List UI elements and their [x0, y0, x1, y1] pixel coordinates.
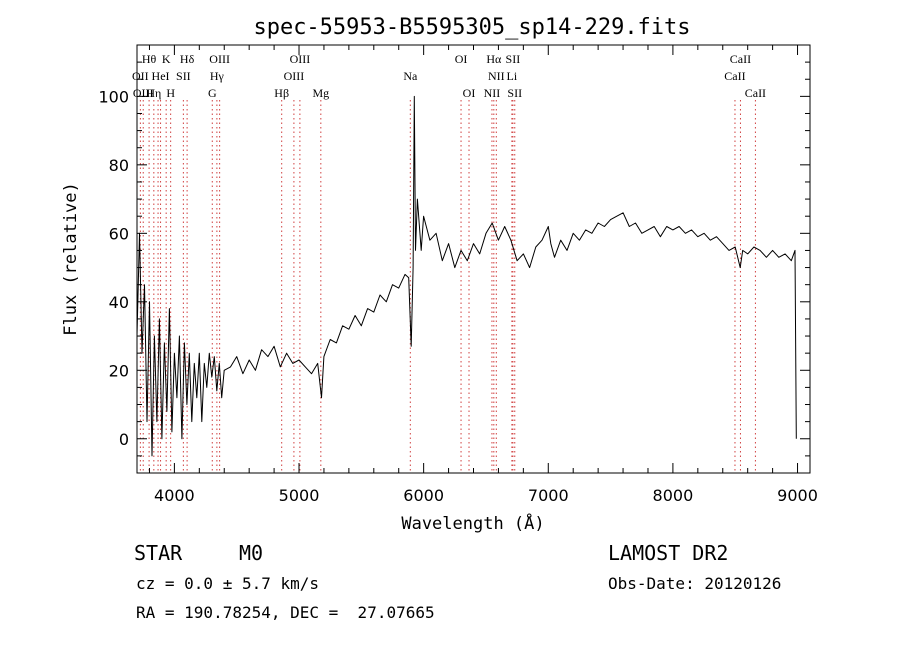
line-label-1-6: NII — [488, 69, 505, 83]
line-label-1-1: HeI — [152, 69, 170, 83]
axis-ticks: 4000 5000 6000 7000 8000 9000 0 20 40 60 80 100 — [98, 45, 818, 505]
spectral-line-markers — [139, 100, 756, 473]
spectral-line-labels: Hθ K Hδ OIII OIII OI Hα SII CaII OII HeI SII Hγ OIII N… — [132, 52, 766, 100]
line-label-2-7: NII — [484, 86, 501, 100]
line-label-2-3: G — [208, 86, 217, 100]
line-label-1-5: Na — [403, 69, 418, 83]
y-tick-label-3: 60 — [109, 224, 129, 243]
survey-name: LAMOST DR2 — [608, 541, 729, 565]
x-tick-label-4: 8000 — [653, 486, 694, 505]
line-label-0-2: Hδ — [180, 52, 195, 66]
line-label-2-9: CaII — [745, 86, 766, 100]
line-label-2-4: Hβ — [274, 86, 289, 100]
line-label-0-3: OIII — [209, 52, 230, 66]
redshift-cz: cz = 0.0 ± 5.7 km/s — [136, 574, 320, 593]
x-axis-label: Wavelength (Å) — [401, 512, 544, 534]
line-label-1-0: OII — [132, 69, 149, 83]
line-label-0-6: Hα — [486, 52, 502, 66]
y-tick-label-4: 80 — [109, 156, 129, 175]
line-label-1-2: SII — [176, 69, 191, 83]
line-label-2-2: H — [166, 86, 175, 100]
spectrum-series — [136, 95, 797, 457]
y-tick-label-2: 40 — [109, 293, 129, 312]
line-label-2-8: SII — [507, 86, 522, 100]
object-subclass: M0 — [239, 541, 264, 565]
line-label-1-7: Li — [507, 69, 518, 83]
line-label-0-5: OI — [455, 52, 468, 66]
x-tick-label-2: 6000 — [403, 486, 444, 505]
line-label-2-1: Hη — [146, 86, 161, 100]
y-tick-label-0: 0 — [119, 430, 129, 449]
y-axis-label: Flux (relative) — [61, 182, 81, 336]
line-label-0-1: K — [162, 52, 171, 66]
line-label-1-4: OIII — [284, 69, 305, 83]
coordinates: RA = 190.78254, DEC = 27.07665 — [136, 603, 435, 622]
spectrum-line-0 — [136, 95, 797, 457]
line-label-0-8: CaII — [730, 52, 751, 66]
plot-frame — [136, 44, 811, 474]
line-label-2-6: OI — [463, 86, 476, 100]
line-label-0-4: OIII — [290, 52, 311, 66]
x-tick-label-5: 9000 — [777, 486, 818, 505]
x-tick-label-0: 4000 — [154, 486, 195, 505]
line-label-2-5: Mg — [312, 86, 329, 100]
x-tick-label-1: 5000 — [279, 486, 320, 505]
x-tick-label-3: 7000 — [528, 486, 569, 505]
line-label-0-0: Hθ — [142, 52, 157, 66]
observation-date: Obs-Date: 20120126 — [608, 574, 782, 593]
object-class: STAR — [134, 541, 183, 565]
y-tick-label-1: 20 — [109, 361, 129, 380]
chart-title: spec-55953-B5595305_sp14-229.fits — [253, 15, 690, 40]
line-label-1-3: Hγ — [210, 69, 225, 83]
line-label-0-7: SII — [506, 52, 521, 66]
line-label-1-8: CaII — [724, 69, 745, 83]
y-tick-label-5: 100 — [98, 87, 129, 106]
